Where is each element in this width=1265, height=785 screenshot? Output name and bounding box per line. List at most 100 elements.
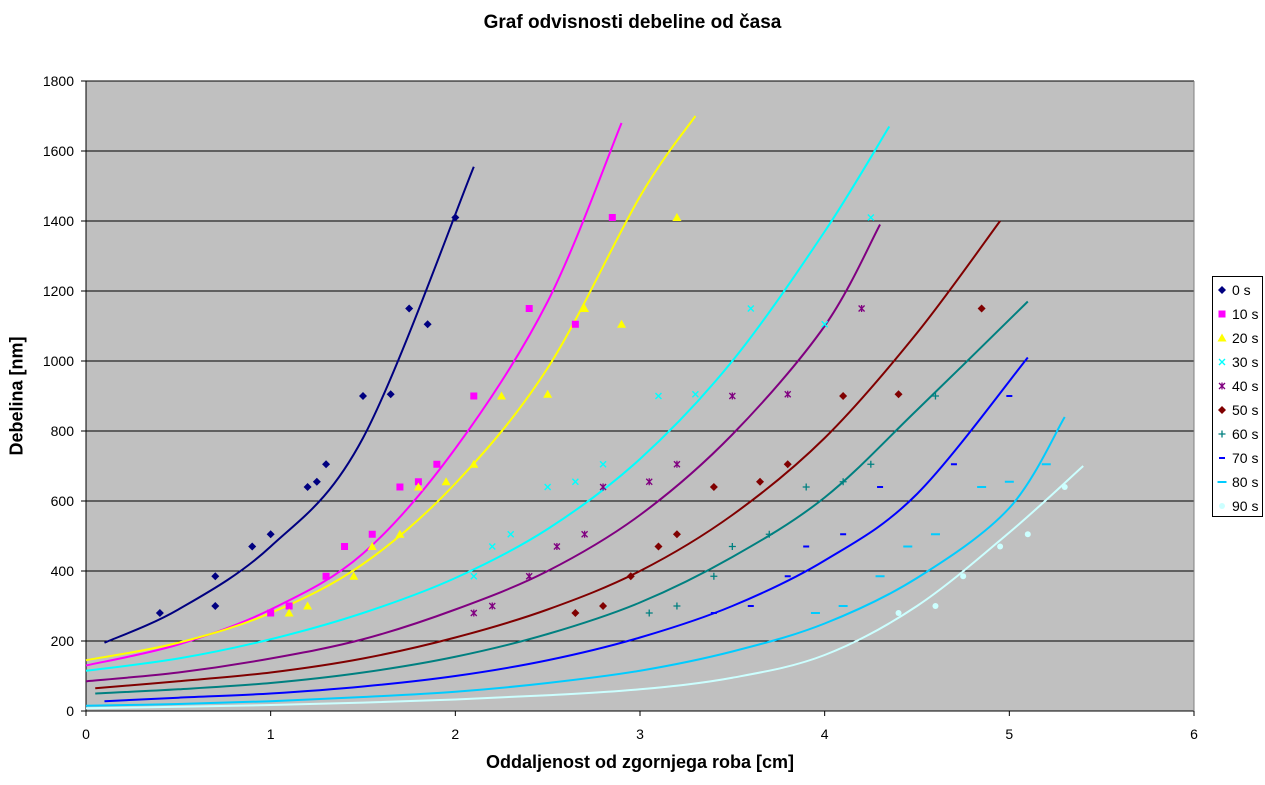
data-point-70s bbox=[710, 612, 717, 614]
legend-marker-shape bbox=[1218, 430, 1226, 438]
y-axis-label: Debelina [nm] bbox=[6, 336, 27, 456]
data-point-10s bbox=[368, 530, 376, 538]
legend-marker bbox=[1218, 358, 1226, 366]
data-point-10s bbox=[267, 609, 275, 617]
data-point-30s bbox=[867, 214, 875, 221]
x-tick-label: 1 bbox=[267, 726, 275, 742]
data-point-80s bbox=[930, 533, 940, 536]
data-point-60s bbox=[710, 572, 718, 580]
legend-item: 10 s bbox=[1213, 303, 1264, 327]
y-tick-label: 1600 bbox=[43, 143, 74, 159]
data-point-90s bbox=[1061, 484, 1068, 490]
data-point-60s bbox=[802, 483, 810, 491]
data-point-40s bbox=[645, 478, 653, 486]
data-point-20s bbox=[367, 542, 377, 550]
chart-title: Graf odvisnosti debeline od časa bbox=[483, 12, 782, 33]
legend-label: 40 s bbox=[1232, 378, 1259, 394]
data-point-40s bbox=[673, 460, 681, 468]
y-tick-label: 600 bbox=[51, 493, 75, 509]
trendline-50s bbox=[95, 220, 1001, 690]
data-point-20s bbox=[617, 319, 627, 328]
data-point-30s bbox=[691, 390, 699, 398]
data-point-50s bbox=[709, 483, 718, 491]
data-point-0s bbox=[451, 213, 460, 222]
data-point-50s bbox=[672, 530, 681, 539]
data-point-50s bbox=[977, 304, 986, 313]
data-point-50s bbox=[654, 542, 663, 551]
trendline-10s bbox=[85, 122, 623, 667]
legend-marker-shape bbox=[1217, 481, 1227, 483]
y-tick-label: 200 bbox=[51, 633, 75, 649]
data-point-0s bbox=[266, 530, 275, 539]
data-point-30s bbox=[747, 305, 755, 312]
y-tick-label: 1400 bbox=[43, 213, 74, 229]
data-point-90s bbox=[895, 610, 902, 616]
x-tick-label: 4 bbox=[821, 726, 829, 742]
data-point-0s bbox=[211, 572, 220, 581]
data-point-60s bbox=[645, 609, 653, 617]
legend: 0 s 10 s 20 s 30 s 40 s 50 s 60 s 70 s 80 s 90 s bbox=[1212, 276, 1263, 517]
data-point-80s bbox=[903, 545, 913, 548]
data-point-70s bbox=[877, 486, 884, 488]
trendline-60s bbox=[95, 300, 1029, 695]
y-tick-label: 800 bbox=[51, 423, 75, 439]
data-point-20s bbox=[497, 391, 506, 400]
x-axis-label: Oddaljenost od zgornjega roba [cm] bbox=[485, 752, 795, 772]
data-point-80s bbox=[1041, 463, 1051, 466]
data-point-20s bbox=[580, 304, 590, 312]
legend-marker bbox=[1218, 310, 1226, 318]
legend-label: 30 s bbox=[1232, 354, 1259, 370]
data-point-30s bbox=[821, 320, 829, 328]
y-tick-label: 1200 bbox=[43, 283, 74, 299]
data-point-90s bbox=[997, 543, 1004, 550]
data-point-40s bbox=[858, 305, 866, 312]
data-point-60s bbox=[839, 478, 847, 486]
trendline-40s bbox=[85, 224, 881, 683]
legend-item: 60 s bbox=[1213, 423, 1264, 447]
data-point-40s bbox=[488, 602, 496, 610]
data-point-70s bbox=[747, 605, 754, 607]
data-point-10s bbox=[571, 320, 579, 328]
legend-marker-shape bbox=[1218, 286, 1226, 294]
data-point-70s bbox=[840, 533, 847, 536]
legend-label: 0 s bbox=[1232, 282, 1251, 298]
legend-item: 80 s bbox=[1213, 471, 1264, 495]
data-point-50s bbox=[839, 392, 848, 400]
data-point-10s bbox=[525, 305, 533, 312]
legend-item: 30 s bbox=[1213, 351, 1264, 375]
data-point-10s bbox=[341, 543, 349, 550]
data-point-60s bbox=[931, 392, 939, 400]
data-point-0s bbox=[359, 392, 367, 400]
data-point-40s bbox=[784, 390, 792, 398]
data-point-0s bbox=[322, 460, 331, 469]
legend-marker-shape bbox=[1219, 503, 1225, 509]
data-point-0s bbox=[386, 390, 395, 399]
data-point-50s bbox=[626, 572, 635, 581]
y-tick-label: 400 bbox=[51, 563, 75, 579]
data-point-30s bbox=[507, 530, 515, 538]
x-tick-label: 2 bbox=[451, 726, 459, 742]
trendline-70s bbox=[104, 356, 1029, 703]
data-point-70s bbox=[803, 545, 810, 548]
legend-item: 90 s bbox=[1213, 495, 1264, 519]
data-point-40s bbox=[581, 530, 589, 538]
data-point-70s bbox=[1006, 395, 1013, 397]
data-point-0s bbox=[312, 477, 321, 486]
data-point-50s bbox=[599, 602, 608, 610]
legend-label: 50 s bbox=[1232, 402, 1259, 418]
data-point-0s bbox=[155, 609, 164, 617]
data-point-0s bbox=[248, 542, 257, 551]
legend-item: 0 s bbox=[1213, 279, 1264, 303]
trendline-0s bbox=[104, 166, 475, 644]
legend-marker bbox=[1218, 286, 1226, 294]
data-point-10s bbox=[608, 214, 616, 221]
legend-marker bbox=[1217, 333, 1227, 342]
y-tick-label: 1000 bbox=[43, 353, 74, 369]
data-point-90s bbox=[1024, 531, 1031, 538]
axes bbox=[81, 80, 1195, 716]
legend-label: 70 s bbox=[1232, 450, 1259, 466]
data-point-10s bbox=[414, 478, 422, 486]
data-point-20s bbox=[303, 601, 313, 610]
data-point-20s bbox=[543, 389, 553, 398]
